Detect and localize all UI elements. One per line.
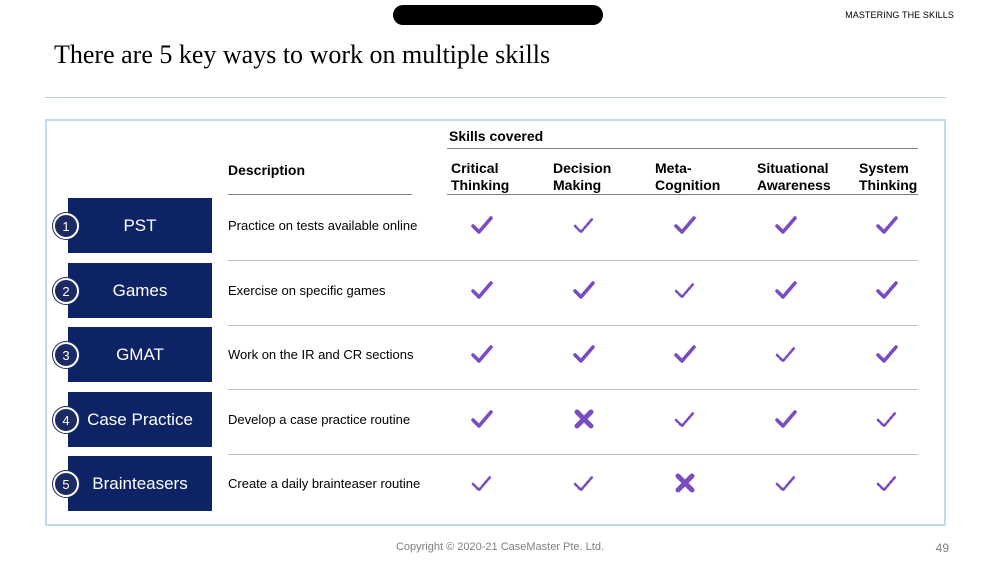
check-icon	[573, 281, 595, 299]
dashed-check-icon	[573, 216, 595, 234]
dashed-check-icon	[674, 410, 696, 428]
skill-header-decision-making: Decision Making	[553, 160, 612, 193]
skill-header-meta-cognition: Meta- Cognition	[655, 160, 721, 193]
dashed-check-icon	[674, 281, 696, 299]
method-row: 1 PST Practice on tests available online	[0, 198, 1000, 261]
method-name: Brainteasers	[68, 456, 212, 511]
method-number-badge: 5	[53, 471, 79, 497]
row-divider	[228, 389, 918, 390]
method-row: 5 Brainteasers Create a daily brainteaser …	[0, 456, 1000, 511]
skills-header-divider	[447, 194, 918, 195]
method-name: Case Practice	[68, 392, 212, 447]
check-icon	[674, 216, 696, 234]
method-number-badge: 2	[53, 278, 79, 304]
method-number-badge: 3	[53, 342, 79, 368]
check-icon	[775, 216, 797, 234]
skill-header-situational-awareness: Situational Awareness	[757, 160, 831, 193]
check-icon	[876, 345, 898, 363]
method-description: Create a daily brainteaser routine	[228, 476, 421, 491]
check-icon	[674, 345, 696, 363]
method-number-badge: 4	[53, 407, 79, 433]
method-name: Games	[68, 263, 212, 318]
skill-header-critical-thinking: Critical Thinking	[451, 160, 510, 193]
method-name: PST	[68, 198, 212, 253]
dashed-check-icon	[471, 474, 493, 492]
redaction-bar	[393, 5, 603, 25]
method-name: GMAT	[68, 327, 212, 382]
check-icon	[471, 410, 493, 428]
check-icon	[471, 281, 493, 299]
description-header: Description	[228, 162, 306, 178]
dashed-check-icon	[573, 474, 595, 492]
content-frame	[45, 119, 946, 526]
description-header-divider	[228, 194, 412, 195]
check-icon	[471, 345, 493, 363]
method-row: 3 GMAT Work on the IR and CR sections	[0, 327, 1000, 390]
row-divider	[228, 454, 918, 455]
title-divider	[45, 97, 946, 98]
method-number-badge: 1	[53, 213, 79, 239]
method-description: Practice on tests available online	[228, 218, 418, 233]
cross-icon	[675, 473, 695, 493]
check-icon	[775, 281, 797, 299]
row-divider	[228, 260, 918, 261]
method-row: 2 Games Exercise on specific games	[0, 263, 1000, 326]
page-number: 49	[935, 541, 949, 555]
copyright: Copyright © 2020-21 CaseMaster Pte. Ltd.	[395, 541, 605, 553]
method-description: Develop a case practice routine	[228, 412, 411, 427]
dashed-check-icon	[775, 345, 797, 363]
skills-covered-label: Skills covered	[449, 128, 544, 144]
method-description: Work on the IR and CR sections	[228, 347, 414, 362]
dashed-check-icon	[876, 474, 898, 492]
check-icon	[876, 281, 898, 299]
section-tag: MASTERING THE SKILLS	[845, 10, 954, 20]
check-icon	[471, 216, 493, 234]
check-icon	[775, 410, 797, 428]
method-description: Exercise on specific games	[228, 283, 386, 298]
cross-icon	[574, 409, 594, 429]
skills-covered-divider	[447, 148, 918, 149]
skill-header-system-thinking: System Thinking	[859, 160, 918, 193]
method-row: 4 Case Practice Develop a case practice ro…	[0, 392, 1000, 455]
dashed-check-icon	[876, 410, 898, 428]
slide-title: There are 5 key ways to work on multiple…	[54, 40, 551, 69]
row-divider	[228, 325, 918, 326]
dashed-check-icon	[775, 474, 797, 492]
check-icon	[573, 345, 595, 363]
check-icon	[876, 216, 898, 234]
